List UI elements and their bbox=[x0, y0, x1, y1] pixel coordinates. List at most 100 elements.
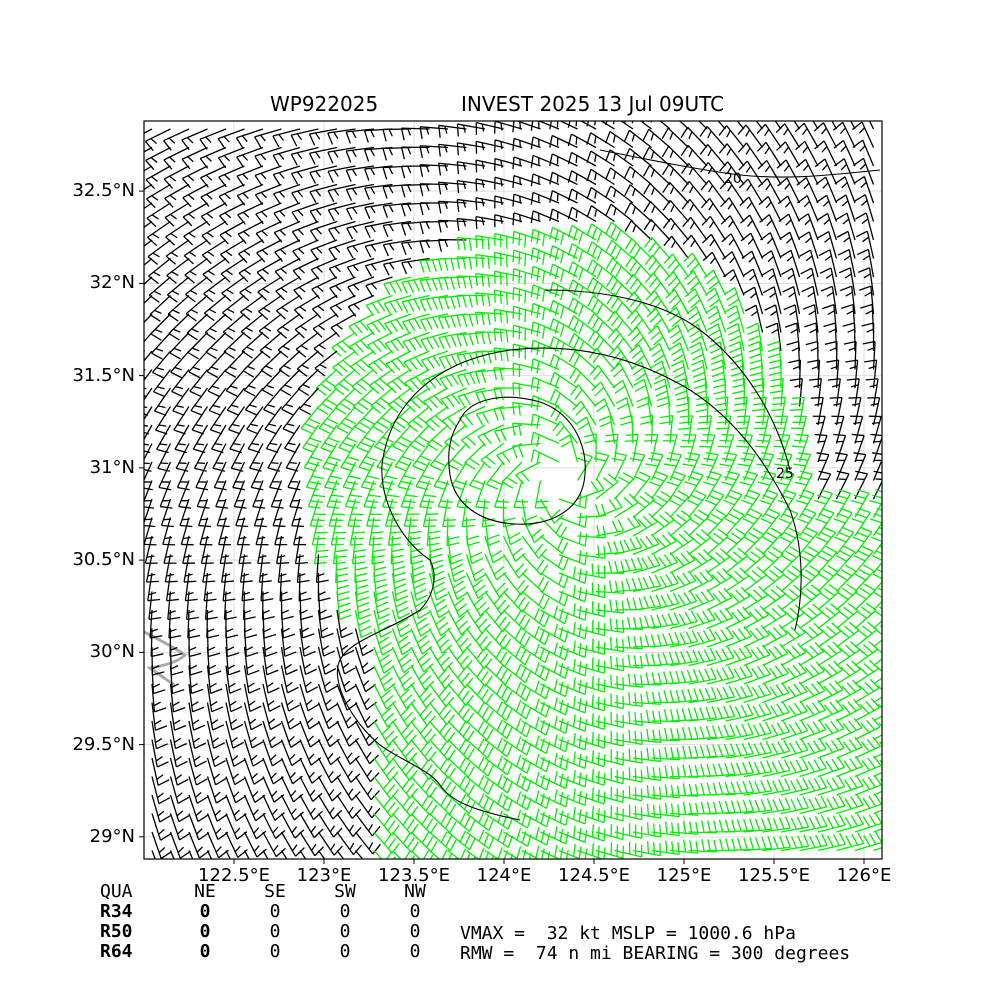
wind-barb bbox=[779, 231, 801, 259]
wind-barb bbox=[530, 321, 560, 339]
wind-barb bbox=[669, 510, 692, 537]
wind-barb bbox=[481, 498, 496, 528]
wind-barb bbox=[754, 433, 772, 463]
wind-barb bbox=[391, 646, 414, 674]
wind-barb bbox=[466, 702, 494, 723]
wind-barb bbox=[200, 202, 227, 226]
wind-barb bbox=[794, 122, 819, 148]
wind-barb bbox=[605, 130, 634, 149]
wind-barb bbox=[437, 276, 467, 291]
wind-barb bbox=[354, 739, 379, 765]
wind-barb bbox=[872, 564, 882, 592]
wind-barb bbox=[725, 742, 754, 759]
wind-barb bbox=[475, 253, 504, 269]
wind-barb bbox=[513, 480, 529, 509]
wind-barb bbox=[163, 165, 190, 189]
wind-barb bbox=[645, 452, 664, 481]
wind-barb bbox=[780, 758, 809, 778]
wind-barb bbox=[368, 517, 384, 546]
wind-barb bbox=[762, 701, 790, 722]
wind-barb bbox=[700, 452, 719, 481]
wind-barb bbox=[649, 342, 671, 370]
wind-barb bbox=[188, 831, 210, 859]
wind-barb bbox=[854, 640, 879, 667]
wind-barb bbox=[364, 183, 393, 200]
wind-barb bbox=[354, 813, 381, 837]
wind-barb bbox=[298, 572, 312, 602]
wind-barb bbox=[206, 813, 229, 841]
wind-barb bbox=[680, 126, 708, 148]
wind-barb bbox=[317, 702, 340, 730]
wind-barb bbox=[567, 151, 597, 167]
wind-barb bbox=[720, 197, 745, 222]
wind-barb bbox=[829, 396, 843, 426]
wind-barb bbox=[269, 461, 283, 491]
wind-barb bbox=[503, 681, 532, 702]
wind-barb bbox=[643, 218, 671, 241]
wind-barb bbox=[384, 331, 412, 354]
wind-barb bbox=[299, 665, 319, 694]
wind-barb bbox=[299, 720, 321, 748]
wind-barb bbox=[144, 128, 171, 152]
wind-barb bbox=[764, 304, 782, 333]
wind-barb bbox=[605, 257, 634, 278]
wind-barb bbox=[183, 239, 208, 265]
wind-barb bbox=[354, 609, 373, 639]
wind-barb bbox=[632, 533, 660, 556]
wind-barb bbox=[833, 433, 847, 463]
wind-barb bbox=[743, 683, 772, 704]
wind-barb bbox=[549, 208, 578, 223]
wind-barb bbox=[762, 797, 791, 815]
wind-barb bbox=[503, 591, 530, 613]
wind-barb bbox=[632, 471, 651, 500]
wind-barb bbox=[572, 400, 597, 426]
wind-barb bbox=[151, 702, 168, 731]
wind-barb bbox=[530, 265, 560, 284]
wind-barb bbox=[706, 528, 729, 555]
wind-barb bbox=[169, 665, 185, 695]
wind-barb bbox=[317, 591, 333, 621]
wind-barb bbox=[261, 591, 275, 621]
wind-barb bbox=[595, 842, 625, 859]
wind-barb bbox=[429, 813, 457, 834]
wind-barb bbox=[281, 387, 301, 416]
wind-barb bbox=[817, 813, 846, 833]
wind-barb bbox=[757, 141, 782, 167]
wind-barb bbox=[188, 720, 207, 750]
wind-barb bbox=[688, 588, 715, 611]
wind-barb bbox=[419, 183, 449, 197]
wind-barb bbox=[225, 665, 242, 694]
wind-barb bbox=[714, 396, 729, 426]
wind-barb bbox=[521, 517, 545, 544]
wind-barb bbox=[392, 794, 419, 817]
wind-barb bbox=[217, 146, 245, 169]
wind-barb bbox=[181, 165, 208, 189]
wind-barb bbox=[238, 535, 252, 565]
wind-barb bbox=[243, 702, 263, 731]
wind-barb bbox=[645, 290, 671, 315]
wind-barb bbox=[225, 776, 247, 804]
wind-barb bbox=[225, 739, 245, 767]
wind-barb bbox=[521, 790, 551, 809]
wind-barb bbox=[614, 841, 643, 858]
wind-barb bbox=[292, 257, 319, 281]
wind-barb bbox=[699, 144, 727, 167]
wind-barb bbox=[632, 803, 662, 819]
wind-barb bbox=[762, 778, 791, 796]
wind-barb bbox=[669, 764, 699, 778]
wind-barb bbox=[796, 177, 819, 204]
wind-barb bbox=[254, 183, 282, 206]
wind-barb bbox=[738, 178, 764, 204]
wind-barb bbox=[730, 359, 745, 389]
wind-barb bbox=[309, 220, 338, 242]
wind-barb bbox=[295, 331, 319, 358]
wind-barb bbox=[493, 270, 523, 287]
wind-barb bbox=[254, 165, 282, 187]
wind-barb bbox=[428, 628, 453, 654]
wind-barb bbox=[354, 702, 378, 729]
wind-barb bbox=[346, 257, 375, 279]
wind-barb bbox=[419, 164, 449, 178]
wind-barb bbox=[400, 480, 418, 509]
wind-barb bbox=[299, 776, 323, 802]
wind-barb bbox=[706, 646, 735, 667]
